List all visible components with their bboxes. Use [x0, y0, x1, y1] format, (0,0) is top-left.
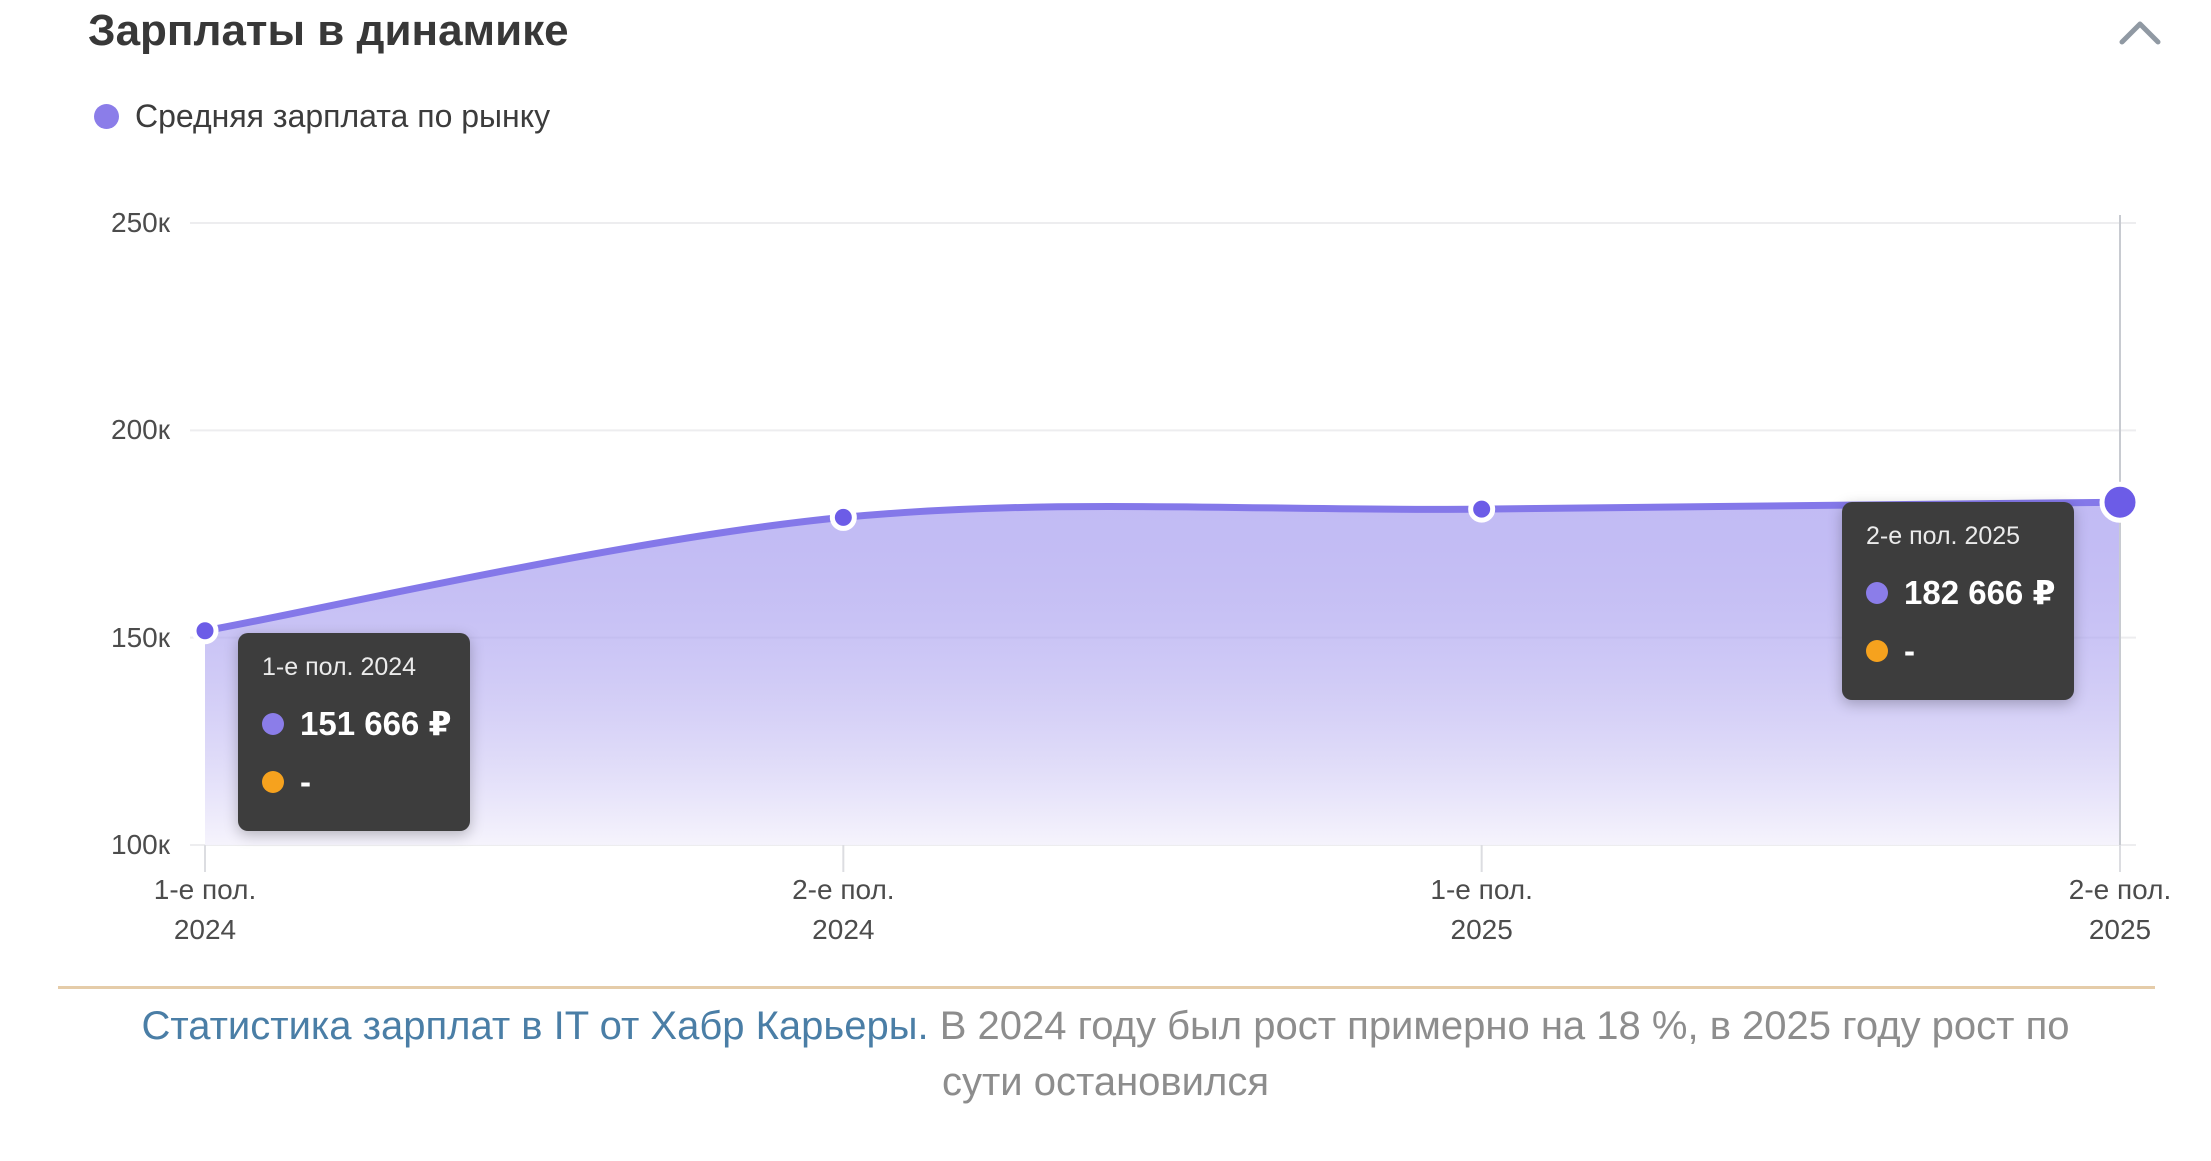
- y-axis-tick-label: 100к: [111, 829, 170, 860]
- trend-line: [201, 498, 2124, 635]
- tooltip-secondary-value: -: [1904, 632, 1915, 669]
- y-axis-tick-label: 200к: [111, 414, 170, 446]
- tooltip-last-point: 2-е пол. 2025 182 666 ₽ -: [1842, 502, 2074, 700]
- x-axis-tick-label: 2-е пол. 2025: [2068, 874, 2172, 945]
- tooltip-period: 2-е пол. 2025: [1866, 522, 2021, 550]
- data-points: [191, 481, 2141, 645]
- x-axis-tick-label: 1-е пол. 2025: [1430, 874, 1533, 945]
- tooltip-value: 182 666 ₽: [1904, 574, 2056, 611]
- chart-legend: Средняя зарплата по рынку: [94, 98, 550, 135]
- tooltip-first-point: 1-е пол. 2024 151 666 ₽ -: [238, 633, 470, 831]
- page-title: Зарплаты в динамике: [88, 6, 569, 55]
- data-point[interactable]: [2099, 481, 2141, 523]
- series-dot-icon: [262, 712, 284, 735]
- legend-series-label: Средняя зарплата по рынку: [135, 98, 551, 134]
- area-fill-path: [205, 502, 2120, 845]
- separator-line: [58, 986, 2155, 989]
- collapse-section-button[interactable]: [2112, 10, 2168, 58]
- secondary-dot-icon: [1866, 640, 1888, 662]
- caption-link[interactable]: Статистика зарплат в IT от Хабр Карьеры.: [141, 1004, 929, 1048]
- y-axis-tick-label: 250к: [111, 207, 170, 238]
- caption-text: В 2024 году был рост примерно на 18 %, в…: [928, 1004, 2070, 1104]
- tooltip-secondary-row: -: [262, 763, 446, 801]
- data-point[interactable]: [191, 617, 219, 645]
- secondary-dot-icon: [262, 771, 284, 793]
- tooltip-secondary-row: -: [1866, 632, 2050, 670]
- x-axis-tick-label: 1-е пол. 2024: [153, 874, 257, 945]
- data-point[interactable]: [829, 503, 857, 531]
- x-axis-tick-label: 2-е пол. 2024: [792, 874, 895, 945]
- y-axis-tick-label: 150к: [111, 621, 170, 653]
- tooltip-value: 151 666 ₽: [300, 705, 452, 742]
- tooltip-series-row: 182 666 ₽: [1866, 573, 2055, 612]
- chevron-up-icon: [2119, 21, 2161, 44]
- caption: Статистика зарплат в IT от Хабр Карьеры.…: [0, 998, 2211, 1110]
- tooltip-series-row: 151 666 ₽: [262, 704, 451, 743]
- tooltip-secondary-value: -: [300, 763, 311, 800]
- legend-series-dot-icon: [94, 104, 119, 129]
- series-dot-icon: [1866, 581, 1888, 604]
- axis-ticks: [204, 845, 2121, 872]
- trend-line-path: [201, 498, 2124, 635]
- area-fill: [205, 502, 2120, 845]
- tooltip-period: 1-е пол. 2024: [262, 653, 417, 681]
- data-point[interactable]: [1468, 495, 1496, 523]
